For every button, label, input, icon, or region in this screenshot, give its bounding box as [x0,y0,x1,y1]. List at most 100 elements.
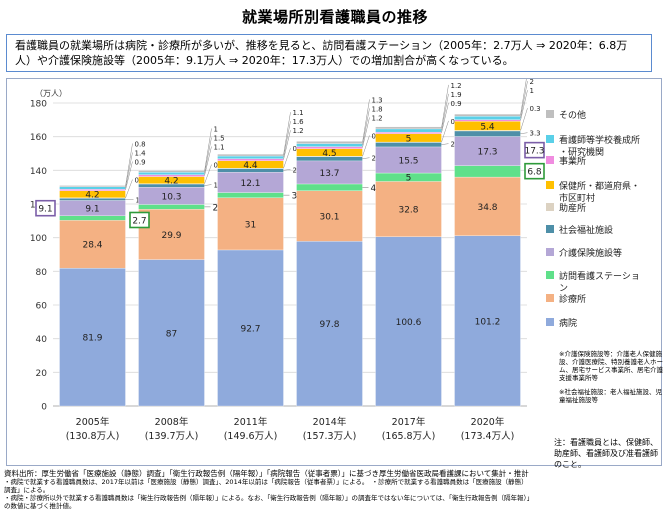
y-tick-label: 20 [36,369,48,379]
y-tick-label: 80 [36,268,48,278]
legend-label: 社会福祉施設 [559,224,613,236]
data-label: 1.2 [451,82,462,90]
category-total-label: (139.7万人) [145,431,199,442]
summary-box: 看護職員の就業場所は病院・診療所が多いが、推移を見ると、訪問看護ステーション（2… [6,34,652,72]
leader-line [521,133,528,134]
bar-segment [455,114,521,116]
bar-segment [297,144,363,147]
x-tick-label: 2008年 [155,416,189,428]
legend-notes: ※介護保険施設等：介護老人保健施設、介護医療院、特別養護老人ホーム、居宅サービス… [559,350,664,410]
legend-swatch [546,248,554,256]
data-label: 10.3 [161,192,181,202]
y-tick-label: 160 [30,133,47,143]
data-label: 5 [406,134,412,144]
data-label: 1 [530,87,534,95]
data-label: 87 [166,329,177,339]
bar-segment [218,154,284,156]
data-label: 4.2 [85,191,99,201]
legend-label: 保健所・都道府県・ [559,180,640,192]
data-label: 15.5 [398,156,418,166]
data-label: 1.1 [214,144,225,152]
summary-text: 看護職員の就業場所は病院・診療所が多いが、推移を見ると、訪問看護ステーション（2… [15,38,643,68]
data-label: 1.9 [451,91,462,99]
data-label: 1.4 [135,149,147,157]
data-label: 1 [214,126,218,134]
data-label: 13.7 [319,169,339,179]
x-tick-label: 2020年 [471,416,505,428]
callout-kaigo-2005: 9.1 [38,205,52,215]
y-tick-label: 180 [30,100,47,110]
bar-segment [60,185,126,186]
y-axis-label: （万人） [35,89,67,98]
leader-line [442,144,449,145]
callout-kaigo-2020: 17.3 [524,147,544,157]
legend-label-cont: ン [559,284,568,294]
data-label: 5.4 [480,122,495,132]
legend-swatch [546,135,554,143]
leader-line [521,79,528,115]
legend-swatch [546,110,554,118]
y-tick-label: 0 [41,403,47,413]
data-label: 1.2 [293,127,304,135]
callout-homon-2020: 6.8 [527,168,542,178]
bar-segment [376,129,442,132]
category-total-label: (165.8万人) [382,431,436,442]
y-tick-label: 60 [36,302,48,312]
legend-label: 看護師等学校養成所 [559,134,640,146]
footnote-line-1: ・病院で就業する看護職員数は、2017年以前は「医療施設（静態）調査」、2014… [4,478,534,494]
data-label: 0.8 [135,140,146,148]
data-label: 92.7 [240,324,260,334]
legend-label: 病院 [559,317,577,329]
legend-label: 事業所 [559,155,586,167]
data-label: 0.3 [530,105,541,113]
legend-note-shakai: ※社会福祉施設：老人福祉施設、児童福祉施設等 [559,388,664,404]
bar-segment [218,193,284,198]
data-label: 0.9 [451,100,462,108]
data-label: 32.8 [398,206,418,216]
data-label: 1.5 [214,135,225,143]
data-label: 1.6 [293,118,305,126]
data-label: 1.8 [372,105,383,113]
legend-label: 診療所 [559,293,586,305]
leader-line [205,185,212,186]
data-label: 31 [245,220,256,230]
page-title: 就業場所別看護職員の推移 [0,6,670,27]
data-label: 34.8 [477,203,497,213]
legend-swatch [546,294,554,302]
data-label: 1.2 [372,114,383,122]
data-label: 4.2 [164,177,178,187]
bar-segment [455,166,521,177]
bar-segment [139,172,205,175]
data-label: 9.1 [85,205,99,215]
y-tick-label: 40 [36,335,48,345]
bar-segment [297,141,363,143]
bar-segment [218,156,284,159]
legend-label: 助産所 [559,202,586,214]
bar-segment [455,120,521,122]
y-tick-label: 140 [30,167,47,177]
category-total-label: (157.3万人) [303,431,357,442]
data-label: 28.4 [82,241,102,251]
legend-swatch [546,271,554,279]
leader-line [363,158,370,159]
data-label: 100.6 [396,318,422,328]
leader-line [442,94,449,131]
category-total-label: (173.4万人) [461,431,515,442]
leader-line [363,108,370,145]
data-label: 4.5 [322,149,336,159]
leader-line [521,81,528,118]
bar-segment [139,205,205,210]
x-tick-label: 2014年 [313,416,347,428]
data-label: 97.8 [319,320,339,330]
bar-segment [376,127,442,129]
nurse-definition-note: 注：看護職員とは、保健師、助産師、看護師及び准看護師のこと。 [554,437,664,470]
x-tick-label: 2017年 [392,416,426,428]
legend-label: その他 [559,109,586,121]
data-label: 101.2 [475,317,501,327]
data-label: 81.9 [82,334,102,344]
data-label: 5 [406,174,412,184]
legend-note-kaigo: ※介護保険施設等：介護老人保健施設、介護医療院、特別養護老人ホーム、居宅サービス… [559,350,664,382]
bar-segment [297,184,363,191]
legend-swatch [546,225,554,233]
data-label: 0.9 [135,158,146,166]
